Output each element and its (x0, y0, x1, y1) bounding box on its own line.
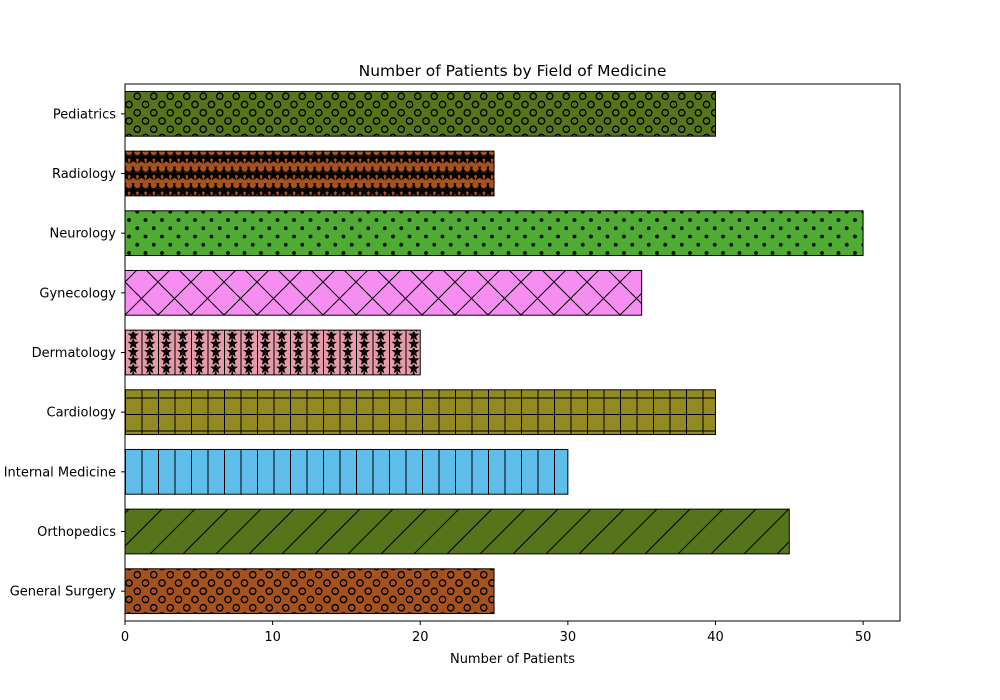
y-tick-label-gynecology: Gynecology (39, 286, 116, 301)
x-tick-label-10: 10 (264, 630, 281, 645)
y-tick-label-radiology: Radiology (52, 167, 116, 182)
x-tick-label-50: 50 (855, 630, 872, 645)
y-tick-label-orthopedics: Orthopedics (37, 525, 116, 540)
chart-title: Number of Patients by Field of Medicine (359, 62, 667, 80)
y-tick-label-general-surgery: General Surgery (10, 585, 117, 600)
bar-pediatrics (124, 90, 716, 137)
bar-dermatology (124, 329, 421, 376)
bars-group (124, 90, 864, 615)
bar-internal-medicine (124, 448, 569, 495)
bar-neurology (124, 210, 864, 257)
x-axis-label: Number of Patients (450, 652, 575, 667)
y-tick-label-internal-medicine: Internal Medicine (4, 465, 116, 480)
y-tick-label-dermatology: Dermatology (32, 346, 117, 361)
bar-general-surgery (124, 568, 495, 615)
x-tick-label-20: 20 (412, 630, 429, 645)
y-axis: General Surgery Orthopedics Internal Medic… (4, 107, 125, 600)
x-tick-label-0: 0 (121, 630, 129, 645)
y-tick-label-pediatrics: Pediatrics (53, 107, 116, 122)
bar-radiology (124, 150, 495, 197)
x-axis: 0 10 20 30 40 50 (121, 621, 872, 645)
y-tick-label-neurology: Neurology (50, 227, 117, 242)
x-tick-label-30: 30 (560, 630, 577, 645)
bar-cardiology (124, 389, 716, 436)
bar-gynecology (124, 269, 643, 316)
x-tick-label-40: 40 (707, 630, 724, 645)
bar-orthopedics (124, 508, 790, 555)
y-tick-label-cardiology: Cardiology (47, 406, 117, 421)
